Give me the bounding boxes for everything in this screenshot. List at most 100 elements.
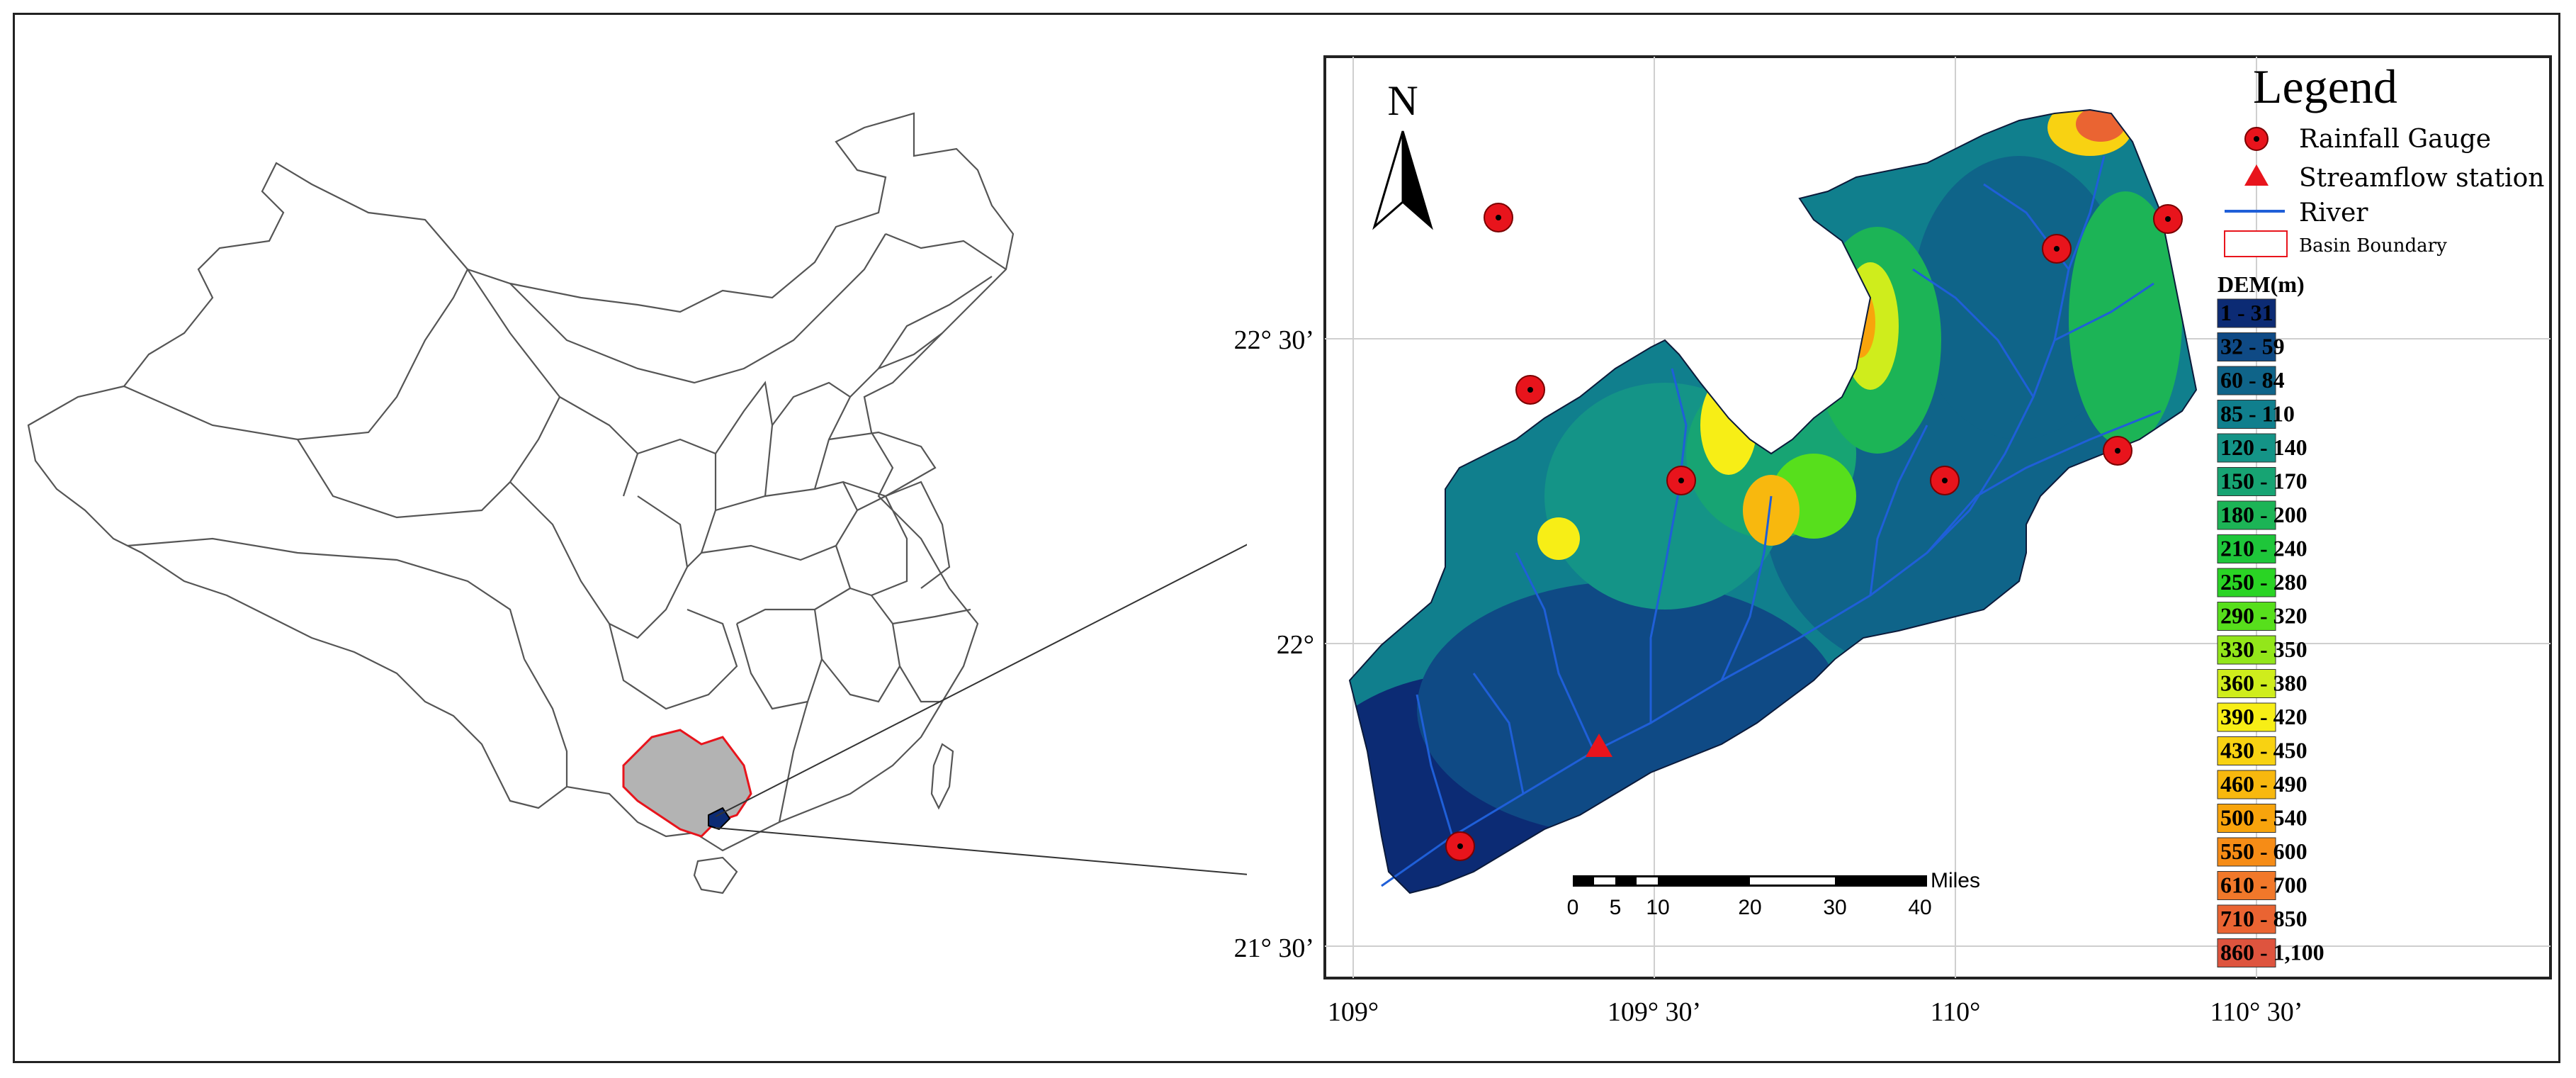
dem-class-swatch xyxy=(2217,770,2276,799)
dem-class-label: 85 - 110 xyxy=(2220,401,2295,427)
dem-class-label: 460 - 490 xyxy=(2220,771,2307,797)
lon-label: 109° 30’ xyxy=(1608,997,1701,1027)
border-shanxi xyxy=(715,381,774,497)
scale-tick: 5 xyxy=(1610,896,1622,919)
china-provinces xyxy=(27,112,1015,894)
dem-class-swatch xyxy=(2217,400,2276,429)
border-qinghai xyxy=(297,396,560,519)
dem-class-label: 710 - 850 xyxy=(2220,906,2307,931)
rainfall-gauge[interactable] xyxy=(1930,466,1960,495)
scale-tick: 10 xyxy=(1646,896,1669,919)
border-liaoning xyxy=(849,332,943,398)
legend-streamflow-station: Streamflow station xyxy=(2299,164,2544,193)
border-hebei xyxy=(772,381,852,490)
dem-class-label: 150 - 170 xyxy=(2220,468,2307,494)
dem-class-swatch xyxy=(2217,871,2276,900)
border-shandong xyxy=(828,431,937,498)
legend-streamflow-symbol xyxy=(2244,164,2269,186)
lat-label: 22° xyxy=(1277,630,1314,660)
connector-line-bottom xyxy=(715,827,1247,875)
legend-river: River xyxy=(2299,198,2368,228)
rainfall-gauge[interactable] xyxy=(1445,831,1475,861)
north-label: N xyxy=(1387,77,1418,124)
legend-dem-title: DEM(m) xyxy=(2218,271,2305,297)
map-legend: Legend Rainfall Gauge Streamflow station… xyxy=(2217,60,2544,967)
streamflow-station[interactable] xyxy=(1586,734,1612,757)
legend-title: Legend xyxy=(2253,60,2397,113)
dem-class-label: 60 - 84 xyxy=(2220,367,2285,393)
lat-label: 21° 30’ xyxy=(1234,933,1314,963)
scale-tick: 30 xyxy=(1823,896,1846,919)
dem-class-label: 860 - 1,100 xyxy=(2220,940,2324,965)
scale-tick: 0 xyxy=(1567,896,1579,919)
border-jiangsu xyxy=(885,481,951,589)
dem-class-swatch xyxy=(2217,804,2276,833)
rainfall-gauge[interactable] xyxy=(2153,204,2183,234)
dem-class-label: 210 - 240 xyxy=(2220,536,2307,561)
border-gansu xyxy=(467,269,639,497)
basin-boundary xyxy=(1348,108,2198,894)
dem-class-swatch xyxy=(2217,938,2276,967)
border-shaanxi xyxy=(637,438,717,568)
dem-class-label: 330 - 350 xyxy=(2220,636,2307,662)
dem-class-label: 360 - 380 xyxy=(2220,670,2307,696)
rainfall-gauges xyxy=(1445,203,2183,861)
dem-class-label: 250 - 280 xyxy=(2220,569,2307,595)
scale-tick: 40 xyxy=(1908,896,1931,919)
rainfall-gauge[interactable] xyxy=(2103,436,2132,466)
lon-labels: 109° 109° 30’ 110° 110° 30’ xyxy=(1328,997,2303,1027)
border-guangdong xyxy=(778,701,809,823)
dem-class-swatch xyxy=(2217,702,2276,732)
rainfall-gauge[interactable] xyxy=(2042,234,2072,264)
legend-rainfall-gauge: Rainfall Gauge xyxy=(2299,125,2491,154)
border-zhejiang xyxy=(892,608,971,625)
river-network xyxy=(1381,155,2162,887)
dem-class-label: 550 - 600 xyxy=(2220,838,2307,864)
legend-basin-boundary: Basin Boundary xyxy=(2299,235,2447,257)
dem-class-swatch xyxy=(2217,736,2276,765)
rainfall-gauge[interactable] xyxy=(1666,466,1696,495)
north-arrow: N xyxy=(1372,77,1433,230)
dem-class-label: 500 - 540 xyxy=(2220,805,2307,831)
dem-class-label: 1 - 31 xyxy=(2220,300,2273,325)
rainfall-gauge[interactable] xyxy=(1484,203,1513,232)
china-outline xyxy=(27,112,1015,852)
dem-class-legend: 1 - 31 32 - 59 60 - 84 85 - 110 120 - 140 150… xyxy=(2217,298,2324,967)
study-basin-inset xyxy=(708,807,731,831)
border-sichuan xyxy=(509,481,689,639)
border-fujian xyxy=(899,666,942,703)
border-inner-mongolia xyxy=(509,233,886,384)
dem-class-swatch xyxy=(2217,669,2276,698)
dem-class-swatch xyxy=(2217,298,2276,328)
dem-class-swatch xyxy=(2217,534,2276,563)
dem-class-swatch xyxy=(2217,837,2276,867)
dem-class-swatch xyxy=(2217,635,2276,665)
hainan-outline xyxy=(693,856,738,894)
lon-label: 110° xyxy=(1931,997,1981,1027)
lon-label: 109° xyxy=(1328,997,1379,1027)
dem-class-label: 290 - 320 xyxy=(2220,603,2307,629)
dem-class-swatch xyxy=(2217,433,2276,463)
figure-frame xyxy=(13,13,2560,1063)
border-hunan xyxy=(735,609,823,710)
dem-class-swatch xyxy=(2217,366,2276,395)
dem-class-swatch xyxy=(2217,332,2276,361)
border-jilin xyxy=(878,276,993,369)
taiwan-outline xyxy=(930,743,954,810)
dem-class-swatch xyxy=(2217,467,2276,496)
dem-class-swatch xyxy=(2217,904,2276,934)
dem-class-swatch xyxy=(2217,602,2276,631)
border-anhui xyxy=(835,495,908,597)
border-heilongjiang xyxy=(885,232,1007,270)
border-hubei xyxy=(701,544,852,624)
lat-labels: 22° 30’ 22° 21° 30’ xyxy=(1234,325,1314,963)
border-yunnan xyxy=(524,658,568,787)
scale-tick: 20 xyxy=(1738,896,1761,919)
scale-unit: Miles xyxy=(1931,869,1980,892)
border-guizhou xyxy=(608,608,738,710)
scale-bar: 0 5 10 20 30 40 Miles xyxy=(1567,869,1980,919)
china-overview-map xyxy=(27,112,1247,894)
dem-class-swatch xyxy=(2217,500,2276,530)
legend-boundary-symbol xyxy=(2224,230,2288,257)
rainfall-gauge[interactable] xyxy=(1515,375,1545,405)
